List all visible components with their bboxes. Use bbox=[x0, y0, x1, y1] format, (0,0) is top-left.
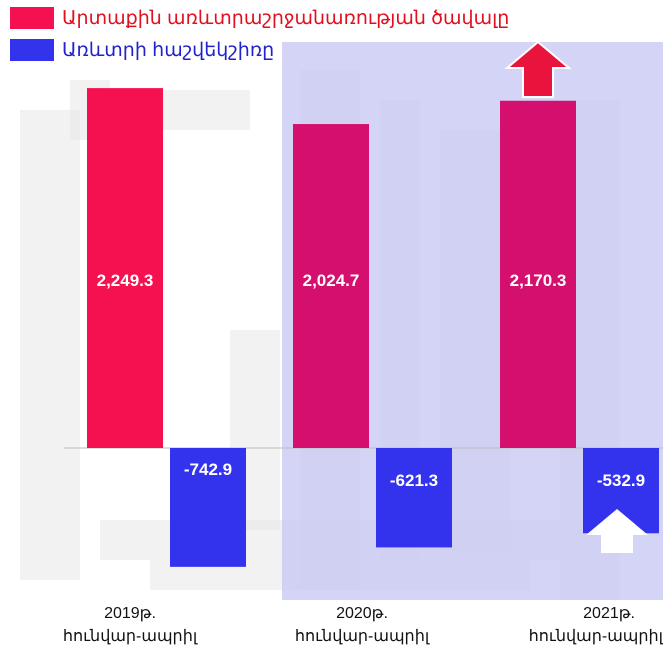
legend-swatch-exports bbox=[10, 7, 54, 29]
legend-label-balance: Առևտրի հաշվեկշիռը bbox=[62, 39, 275, 61]
period-label-2021: 2021թ. հունվար-ապրիլ bbox=[490, 602, 663, 648]
data-label-balance-2: -532.9 bbox=[597, 471, 645, 490]
legend-label-exports: Արտաքին առևտրաշրջանառության ծավալը bbox=[62, 7, 510, 29]
data-label-balance-1: -621.3 bbox=[390, 471, 438, 490]
period-year: 2021թ. bbox=[583, 605, 635, 622]
period-months: հունվար-ապրիլ bbox=[294, 628, 430, 645]
legend-swatch-balance bbox=[10, 39, 54, 61]
trend-arrows-layer bbox=[504, 40, 648, 553]
bar-exports-0 bbox=[87, 88, 163, 448]
up-arrow-icon bbox=[504, 40, 572, 98]
data-label-exports-1: 2,024.7 bbox=[303, 271, 360, 290]
period-year: 2019թ. bbox=[104, 605, 156, 622]
data-label-exports-2: 2,170.3 bbox=[510, 271, 567, 290]
period-label-2019: 2019թ. հունվար-ապրիլ bbox=[30, 602, 230, 648]
data-label-exports-0: 2,249.3 bbox=[97, 271, 154, 290]
legend-item-balance: Առևտրի հաշվեկշիռը bbox=[10, 38, 274, 62]
period-months: հունվար-ապրիլ bbox=[528, 628, 663, 645]
bar-exports-1 bbox=[293, 124, 369, 448]
period-label-2020: 2020թ. հունվար-ապրիլ bbox=[262, 602, 462, 648]
bars-layer bbox=[87, 88, 659, 567]
data-label-balance-0: -742.9 bbox=[184, 460, 232, 479]
up-arrow-white-icon bbox=[586, 509, 648, 553]
legend-item-exports: Արտաքին առևտրաշրջանառության ծավալը bbox=[10, 6, 509, 30]
bar-balance-0 bbox=[170, 448, 246, 567]
bar-exports-2 bbox=[500, 100, 576, 448]
data-labels-layer: 2,249.3 -742.9 2,024.7 -621.3 2,170.3 -532.9 bbox=[97, 271, 645, 490]
period-months: հունվար-ապրիլ bbox=[62, 628, 198, 645]
period-year: 2020թ. bbox=[336, 605, 388, 622]
background-shape bbox=[20, 110, 80, 580]
bar-balance-1 bbox=[376, 448, 452, 548]
background-shape bbox=[160, 90, 250, 130]
